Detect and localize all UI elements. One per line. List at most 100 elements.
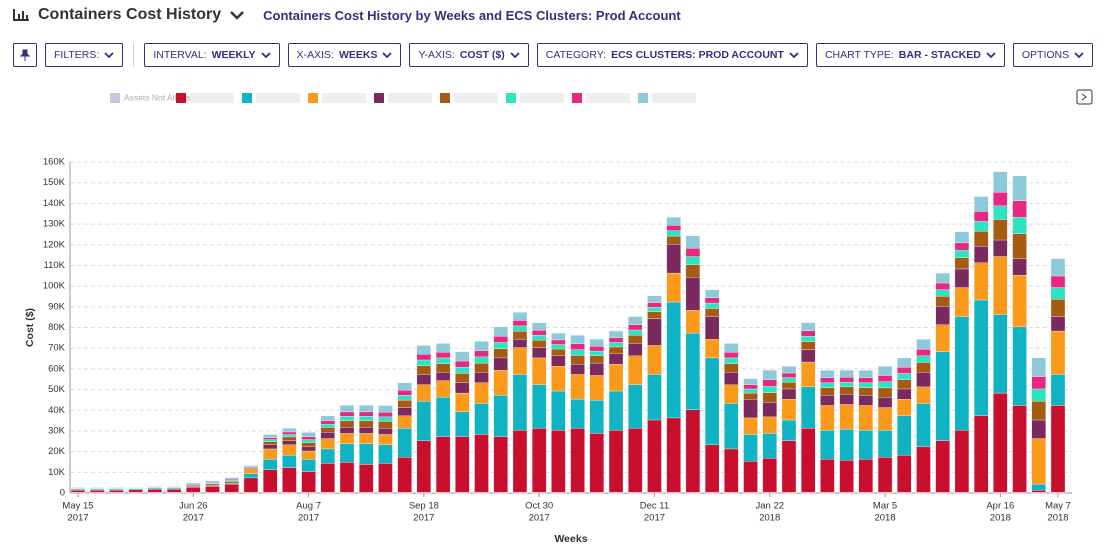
bar-segment [70,487,86,488]
button-label: CATEGORY: [545,49,607,61]
bar-segment [724,403,739,450]
bar-segment [628,343,643,356]
title-dropdown[interactable] [229,9,245,21]
bar-segment [1031,376,1046,390]
toolbar-button[interactable]: CATEGORY: ECS CLUSTERS: PROD ACCOUNT [536,43,808,67]
bar-segment [993,392,1008,493]
bar-segment [532,330,547,336]
bar-segment [1012,175,1027,201]
toolbar-button[interactable]: X-AXIS: WEEKS [287,43,402,67]
bar-segment [935,296,950,307]
bar-segment [820,430,835,460]
bar-segment [435,436,451,493]
bar-segment [1031,438,1046,485]
toolbar-button[interactable]: OPTIONS [1012,43,1094,67]
bar-segment [1031,401,1046,421]
x-tick-label: Aug 7 [296,501,321,512]
bar-segment [532,384,547,429]
legend-redacted [520,93,564,103]
bar-segment [762,402,777,418]
bar-segment [1012,200,1027,218]
bar-segment [608,430,624,493]
bar-segment [416,440,432,493]
bar-segment [205,483,220,486]
bar-segment [147,486,163,487]
bar-segment [186,482,201,485]
bar-segment [704,444,720,493]
toolbar-button[interactable]: Y-AXIS: COST ($) [409,43,529,67]
bar-segment [1031,388,1046,402]
bar-segment [1031,419,1046,439]
chevron [510,52,520,59]
bar-segment [1031,357,1046,377]
bar-segment [263,434,278,438]
bar-segment [339,420,355,428]
bar-segment [993,314,1008,394]
bar-segment [877,387,893,398]
y-tick-label: 100K [43,281,66,292]
bar-segment [1050,330,1066,375]
bar-segment [166,486,182,487]
bar-segment [320,432,335,439]
bar-segment [877,457,893,493]
x-axis-label: Weeks [554,533,587,545]
bar-segment [1050,299,1066,317]
legend-next[interactable] [1076,89,1093,105]
bar-segment [455,436,470,493]
bar-segment [743,461,758,493]
bar-segment [416,401,432,441]
bar-segment [647,295,662,303]
bar-segment [243,473,259,479]
legend-swatch [308,93,318,103]
toolbar-button[interactable]: INTERVAL: WEEKLY [144,43,280,67]
button-label: X-AXIS: [296,49,334,61]
pin-button[interactable] [13,43,37,67]
bar-segment [801,330,816,337]
bar-segment [935,351,950,441]
bar-segment [954,257,970,270]
bar-segment [474,403,489,435]
toolbar-button[interactable]: CHART TYPE: BAR - STACKED [815,43,1005,67]
bar-segment [301,446,316,452]
bar-segment [301,459,316,472]
bar-segment [954,242,970,251]
bar-segment [359,416,374,421]
bar-segment [704,308,720,317]
bar-segment [704,316,720,340]
bar-segment [435,380,451,398]
bar-segment [570,349,585,356]
bar-segment [359,464,374,493]
bar-segment [916,349,931,356]
bar-segment [397,394,412,401]
bar-segment [493,348,508,359]
bar-segment [282,444,297,456]
x-tick-year: 2018 [1047,513,1068,524]
bar-segment [647,302,662,308]
bar-segment [474,382,489,404]
bar-segment [801,428,816,493]
bar-segment [397,415,412,429]
bar-segment [628,355,643,385]
bar-segment [378,444,393,464]
bar-segment [704,297,720,304]
bar-segment [858,370,873,378]
legend-redacted [190,93,234,103]
bar-segment [916,372,931,388]
bar-segment [263,448,278,460]
bar-segment [1012,233,1027,259]
bar-segment [532,339,547,348]
bar-segment [897,379,912,390]
bar-segment [109,489,124,491]
x-tick-label: May 7 [1045,501,1071,512]
bar-segment [301,442,316,448]
bar-segment [877,407,893,431]
bar-segment [166,489,182,493]
bar-segment [993,239,1008,257]
legend-swatch [176,93,186,103]
bar-segment [263,439,278,442]
bar-segment [743,417,758,435]
toolbar-button[interactable]: FILTERS: [45,43,124,67]
legend-redacted [322,93,366,103]
y-tick-label: 150K [43,177,66,188]
bar-segment [762,379,777,387]
